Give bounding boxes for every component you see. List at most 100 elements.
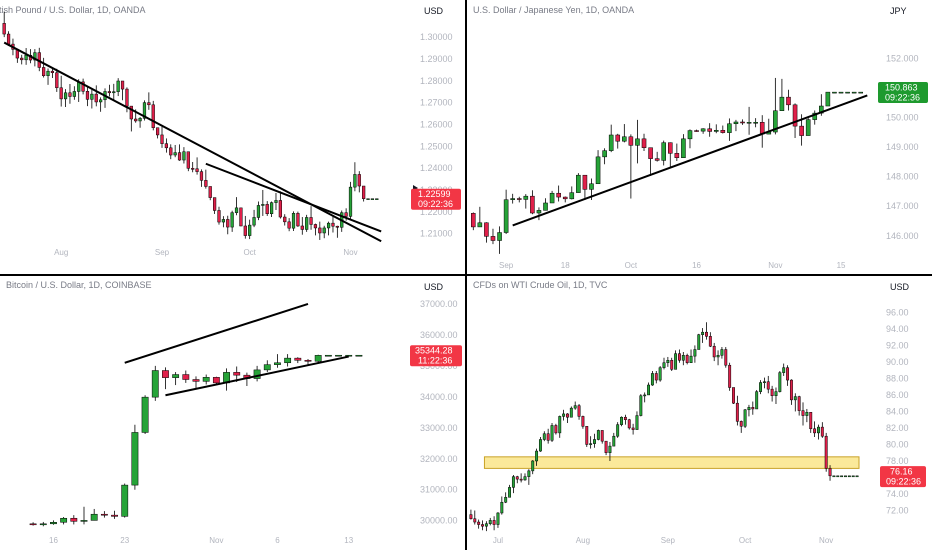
gbpusd-candle — [287, 218, 291, 232]
gbpusd-candle-body — [6, 33, 11, 45]
usdjpy-candle-body — [543, 202, 548, 211]
wti-candle-body — [681, 355, 685, 361]
gbpusd-candle-body — [283, 216, 287, 223]
btcusd-candle-body — [70, 517, 78, 522]
usdjpy-candle — [648, 147, 653, 176]
wti-candle-body — [596, 430, 600, 440]
gbpusd-candle — [85, 86, 90, 107]
wti-candle — [647, 382, 651, 396]
gbpusd-candle-body — [99, 99, 103, 103]
gbpusd-candle — [42, 57, 46, 78]
wti-candle-body — [674, 353, 678, 370]
wti-candle-body — [481, 524, 484, 527]
wti-y-tick: 92.00 — [886, 340, 909, 350]
gbpusd-countdown: 09:22:36 — [418, 199, 453, 209]
gbpusd-candle-body — [33, 52, 37, 61]
usdjpy-candle — [727, 118, 732, 141]
wti-y-tick: 88.00 — [886, 373, 909, 383]
btcusd-candle — [172, 372, 180, 386]
wti-candle — [697, 333, 701, 350]
btcusd-title: Bitcoin / U.S. Dollar, 1D, COINBASE — [6, 280, 152, 290]
btcusd-candle — [253, 365, 261, 382]
gbpusd-y-tick: 1.22000 — [420, 207, 453, 217]
wti-candle-body — [608, 445, 612, 453]
btcusd-candle — [121, 483, 129, 518]
btcusd-candle-body — [50, 522, 57, 525]
gbpusd-candle — [322, 225, 326, 239]
usdjpy-candle-body — [648, 147, 653, 159]
wti-candle-body — [774, 391, 778, 397]
usdjpy-y-tick: 146.000 — [886, 231, 919, 241]
wti-candle — [828, 465, 832, 481]
wti-candle — [728, 362, 732, 391]
wti-candle — [635, 411, 639, 430]
wti-candle-body — [766, 381, 770, 390]
gbpusd-candle — [195, 157, 199, 175]
usdjpy-candle — [694, 129, 699, 132]
gbpusd-candle — [112, 83, 116, 100]
gbpusd-candle-body — [278, 200, 282, 218]
usdjpy-candle — [510, 193, 515, 204]
wti-candle — [623, 414, 627, 425]
gbpusd-candle — [164, 138, 168, 153]
gbpusd-candle — [278, 191, 282, 219]
wti-candle-body — [705, 331, 708, 337]
wti-candle — [515, 475, 519, 484]
wti-candle — [670, 357, 674, 371]
gbpusd-candle — [353, 162, 357, 192]
usdjpy-candle-body — [490, 236, 496, 241]
usdjpy-candle-body — [523, 195, 529, 200]
wti-candle — [724, 347, 728, 368]
gbpusd-y-tick: 1.28000 — [420, 76, 453, 86]
gbpusd-candle-body — [287, 221, 291, 229]
usdjpy-candle — [530, 190, 535, 215]
usdjpy-x-tick: Oct — [625, 261, 638, 270]
wti-candle — [469, 509, 473, 520]
wti-candle — [627, 418, 631, 430]
wti-candle-body — [593, 439, 596, 444]
btcusd-candle-body — [212, 377, 220, 384]
gbpusd-candle-body — [243, 225, 247, 236]
usdjpy-trend-lines — [512, 94, 868, 227]
wti-y-tick: 78.00 — [886, 456, 909, 466]
wti-panel: CFDs on WTI Crude Oil, 1D, TVC USD 96.00… — [469, 280, 926, 545]
wti-candle-body — [639, 395, 643, 416]
gbpusd-candle — [55, 68, 59, 92]
gbpusd-candle-body — [142, 102, 147, 119]
wti-candle — [712, 342, 716, 362]
usdjpy-candle — [556, 185, 561, 202]
gbpusd-candle-body — [208, 186, 212, 198]
btcusd-trend-lines — [124, 302, 349, 397]
usdjpy-candle — [713, 124, 719, 134]
gbpusd-candle-body — [129, 105, 133, 120]
wti-candle — [716, 350, 720, 366]
gbpusd-candle — [182, 147, 186, 164]
usdjpy-candle-body — [786, 96, 791, 106]
btcusd-candle — [111, 510, 118, 519]
gbpusd-candle-body — [353, 174, 357, 188]
usdjpy-unit-label: JPY — [890, 6, 907, 16]
wti-candle-body — [755, 391, 759, 410]
gbpusd-candle-body — [186, 151, 190, 169]
wti-candle — [751, 401, 755, 415]
gbpusd-candle-body — [300, 225, 304, 230]
gbpusd-candle-body — [309, 217, 313, 225]
gbpusd-candle-body — [90, 93, 94, 100]
wti-candle — [766, 375, 770, 394]
gbpusd-candle-body — [370, 198, 375, 200]
wti-candle-body — [786, 367, 790, 381]
wti-current-price: 76.16 — [890, 467, 913, 477]
usdjpy-candle-body — [510, 198, 515, 200]
gbpusd-candle — [68, 84, 72, 104]
gbpusd-candle — [269, 201, 274, 218]
usdjpy-candle — [740, 119, 745, 125]
wti-candle-body — [643, 394, 647, 397]
wti-candle — [762, 377, 766, 389]
wti-candle-body — [689, 355, 693, 363]
gbpusd-candle — [366, 198, 370, 200]
btcusd-candle — [182, 370, 190, 383]
usdjpy-candle — [608, 124, 614, 153]
btcusd-candle-body — [274, 362, 281, 365]
wti-candle-body — [504, 497, 508, 503]
wti-candle-body — [581, 416, 585, 427]
